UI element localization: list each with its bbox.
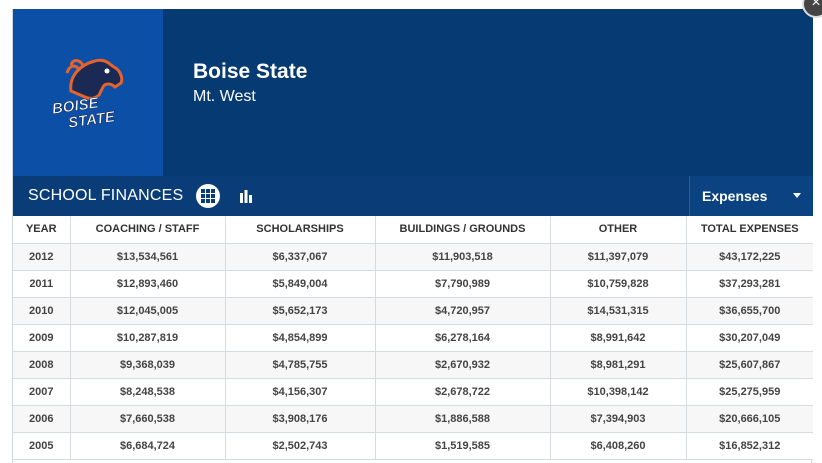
bronco-logo-icon: BOISE STATE [51,58,124,132]
year-cell: 2012 [13,243,71,271]
amount-cell: $4,720,957 [375,297,551,325]
year-cell: 2007 [13,378,71,406]
school-name: Boise State [193,60,308,83]
bar-chart-icon [240,190,252,203]
table-view-button[interactable] [196,184,220,208]
amount-cell: $7,790,989 [375,270,551,298]
amount-cell: $1,886,588 [375,405,551,433]
amount-cell: $20,666,105 [686,405,813,433]
amount-cell: $10,759,828 [550,270,687,298]
amount-cell: $4,156,307 [225,378,376,406]
amount-cell: $30,207,049 [686,324,813,352]
table-row: 2009 $10,287,819 $4,854,899 $6,278,164 $8,99… [13,324,813,352]
column-header: TOTAL EXPENSES [686,216,813,244]
table-row: 2008 $9,368,039 $4,785,755 $2,670,932 $8,981… [13,351,813,379]
amount-cell: $12,045,005 [70,297,226,325]
amount-cell: $25,275,959 [686,378,813,406]
amount-cell: $6,684,724 [70,432,226,460]
year-cell: 2009 [13,324,71,352]
column-header: BUILDINGS / GROUNDS [375,216,551,244]
finances-toolbar: SCHOOL FINANCES Expenses [13,176,813,216]
amount-cell: $11,903,518 [375,243,551,271]
amount-cell: $6,408,260 [550,432,687,460]
column-header: COACHING / STAFF [70,216,226,244]
amount-cell: $43,172,225 [686,243,813,271]
amount-cell: $4,785,755 [225,351,376,379]
table-row: 2010 $12,045,005 $5,652,173 $4,720,957 $14,5… [13,297,813,325]
amount-cell: $8,981,291 [550,351,687,379]
amount-cell: $12,893,460 [70,270,226,298]
amount-cell: $25,607,867 [686,351,813,379]
table-body: 2012 $13,534,561 $6,337,067 $11,903,518 $11,… [13,243,813,460]
column-header: SCHOLARSHIPS [225,216,376,244]
table-row: 2012 $13,534,561 $6,337,067 $11,903,518 $11,… [13,243,813,271]
amount-cell: $16,852,312 [686,432,813,460]
table-header-row: YEAR COACHING / STAFF SCHOLARSHIPS BUILDING… [13,216,813,244]
school-finances-card: BOISE STATE Boise State Mt. West SCHOOL … [12,9,813,463]
table-row: 2006 $7,660,538 $3,908,176 $1,886,588 $7,394… [13,405,813,433]
amount-cell: $3,908,176 [225,405,376,433]
amount-cell: $2,502,743 [225,432,376,460]
school-logo: BOISE STATE [13,9,163,176]
table-row: 2007 $8,248,538 $4,156,307 $2,678,722 $10,39… [13,378,813,406]
close-icon: × [811,0,821,11]
amount-cell: $8,248,538 [70,378,226,406]
chart-view-button[interactable] [239,188,253,204]
amount-cell: $1,519,585 [375,432,551,460]
category-select[interactable]: Expenses [689,176,813,216]
amount-cell: $14,531,315 [550,297,687,325]
amount-cell: $6,278,164 [375,324,551,352]
year-cell: 2008 [13,351,71,379]
chevron-down-icon [793,193,801,198]
conference-name: Mt. West [193,88,256,105]
year-cell: 2010 [13,297,71,325]
amount-cell: $7,660,538 [70,405,226,433]
amount-cell: $2,678,722 [375,378,551,406]
amount-cell: $8,991,642 [550,324,687,352]
year-cell: 2005 [13,432,71,460]
year-cell: 2011 [13,270,71,298]
amount-cell: $7,394,903 [550,405,687,433]
section-title: SCHOOL FINANCES [28,187,184,204]
year-cell: 2006 [13,405,71,433]
close-button[interactable]: × [802,0,822,18]
amount-cell: $9,368,039 [70,351,226,379]
table-row: 2005 $6,684,724 $2,502,743 $1,519,585 $6,408… [13,432,813,460]
category-select-value: Expenses [702,188,768,204]
amount-cell: $11,397,079 [550,243,687,271]
column-header: OTHER [550,216,687,244]
column-header: YEAR [13,216,71,244]
amount-cell: $13,534,561 [70,243,226,271]
finances-table: YEAR COACHING / STAFF SCHOLARSHIPS BUILDING… [13,216,813,460]
amount-cell: $6,337,067 [225,243,376,271]
amount-cell: $37,293,281 [686,270,813,298]
amount-cell: $5,849,004 [225,270,376,298]
amount-cell: $10,287,819 [70,324,226,352]
grid-icon [201,189,215,203]
amount-cell: $2,670,932 [375,351,551,379]
amount-cell: $4,854,899 [225,324,376,352]
school-header: BOISE STATE Boise State Mt. West [13,9,813,176]
amount-cell: $10,398,142 [550,378,687,406]
table-row: 2011 $12,893,460 $5,849,004 $7,790,989 $10,7… [13,270,813,298]
amount-cell: $36,655,700 [686,297,813,325]
amount-cell: $5,652,173 [225,297,376,325]
